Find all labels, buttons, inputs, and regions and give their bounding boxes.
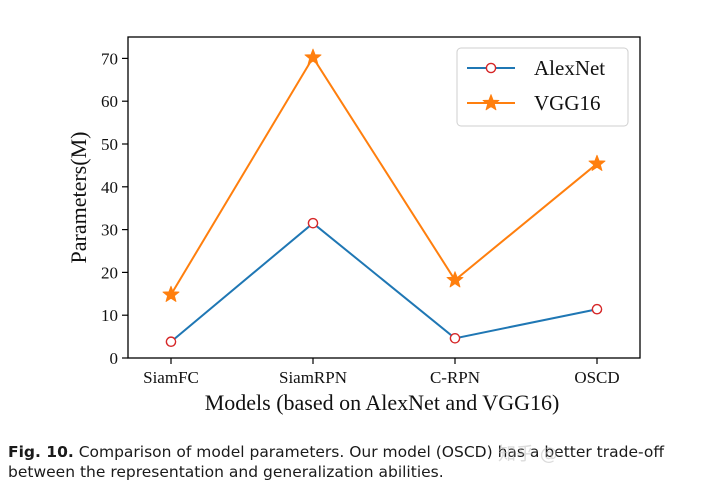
series-line-alexnet [170,221,598,343]
legend: AlexNet VGG16 [456,47,629,127]
x-tick-label-oscd: OSCD [574,368,619,387]
y-tick-label: 0 [110,349,119,368]
x-axis-label: Models (based on AlexNet and VGG16) [205,390,560,415]
x-tick-label-siamrpn: SiamRPN [279,368,347,387]
plot-frame [127,36,641,359]
figure-caption: Fig. 10. Comparison of model parameters.… [8,442,714,482]
caption-text: Comparison of model parameters. Our mode… [8,443,665,481]
y-tick-label: 60 [101,92,118,111]
line-chart: 0 10 20 30 40 50 60 70 SiamFC SiamRPN C-RPN OSCD P… [66,36,641,415]
vgg16-point-siamrpn [304,48,322,65]
y-tick-label: 70 [101,49,118,68]
alexnet-point-oscd [591,303,603,315]
legend-label-alexnet: AlexNet [534,56,605,80]
watermark: 知乎 @ [498,444,558,465]
figure-label: Fig. 10. [8,443,74,461]
y-tick-label: 10 [101,306,118,325]
vgg16-point-c-rpn [446,271,464,288]
series-line-vgg16 [170,55,598,296]
y-tick-label: 30 [101,221,118,240]
x-tick-label-c-rpn: C-RPN [430,368,480,387]
legend-marker-vgg16 [482,94,500,111]
vgg16-point-siamfc [162,285,180,302]
x-tick-label-siamfc: SiamFC [143,368,199,387]
y-tick-label: 50 [101,135,118,154]
legend-marker-alexnet [485,62,497,74]
alexnet-point-siamrpn [307,217,319,229]
y-axis-label: Parameters(M) [66,132,91,264]
alexnet-point-siamfc [165,336,177,348]
alexnet-point-c-rpn [449,333,461,344]
series-vgg16 [162,48,606,302]
legend-label-vgg16: VGG16 [534,91,601,115]
vgg16-point-oscd [588,154,606,171]
y-tick-label: 40 [101,178,118,197]
y-tick-label: 20 [101,263,118,282]
series-alexnet [165,217,603,348]
